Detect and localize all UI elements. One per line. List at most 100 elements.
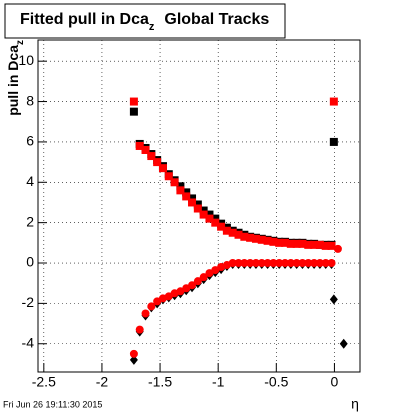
circle-marker bbox=[286, 259, 295, 268]
square-marker bbox=[286, 239, 295, 248]
title-suffix: Global Tracks bbox=[164, 11, 269, 28]
square-marker bbox=[234, 230, 243, 239]
square-marker bbox=[211, 218, 220, 227]
circle-marker bbox=[135, 325, 144, 334]
circle-marker bbox=[333, 244, 342, 253]
square-marker bbox=[269, 237, 278, 246]
square-marker bbox=[129, 97, 138, 106]
square-marker bbox=[199, 210, 208, 219]
footer-date: Fri Jun 26 19:11:30 2015 bbox=[3, 399, 102, 409]
square-marker bbox=[205, 210, 214, 219]
x-tick-label: -1.5 bbox=[148, 374, 172, 390]
x-axis-label: η bbox=[351, 396, 359, 412]
circle-marker bbox=[315, 259, 324, 268]
square-marker bbox=[182, 192, 191, 201]
circle-marker bbox=[240, 259, 249, 268]
square-marker bbox=[292, 239, 301, 248]
square-marker bbox=[188, 194, 197, 203]
square-marker bbox=[129, 107, 138, 116]
square-marker bbox=[141, 145, 150, 154]
square-marker bbox=[329, 97, 338, 106]
square-marker bbox=[315, 240, 324, 249]
circle-marker bbox=[129, 349, 138, 358]
square-marker bbox=[327, 241, 336, 250]
square-marker bbox=[176, 182, 185, 191]
circle-marker bbox=[193, 277, 202, 286]
y-tick-label: -4 bbox=[22, 334, 35, 350]
circle-marker bbox=[257, 259, 266, 268]
circle-marker bbox=[263, 259, 272, 268]
y-tick-label: 10 bbox=[18, 52, 34, 68]
circle-marker bbox=[147, 302, 156, 311]
circle-marker bbox=[275, 259, 284, 268]
circle-marker bbox=[310, 259, 319, 268]
square-marker bbox=[182, 188, 191, 197]
x-tick-label: 0 bbox=[331, 374, 339, 390]
square-marker bbox=[222, 226, 231, 235]
circle-marker bbox=[251, 259, 260, 268]
square-marker bbox=[158, 164, 167, 173]
x-tick-label: -0.5 bbox=[264, 374, 288, 390]
chart-title: Fitted pull in Dcaz Global Tracks bbox=[20, 11, 269, 33]
x-tick-label: -2 bbox=[96, 374, 109, 390]
circle-marker bbox=[199, 273, 208, 282]
circle-marker bbox=[246, 259, 255, 268]
circle-marker bbox=[292, 259, 301, 268]
title-subscript: z bbox=[149, 21, 155, 33]
square-marker bbox=[298, 239, 307, 248]
title-box bbox=[4, 3, 286, 39]
y-tick-label: 6 bbox=[26, 133, 34, 149]
y-tick-label: 8 bbox=[26, 92, 34, 108]
square-marker bbox=[310, 240, 319, 249]
square-marker bbox=[135, 141, 144, 150]
square-marker bbox=[321, 241, 330, 250]
diamond-marker bbox=[339, 338, 348, 349]
y-tick-label: -2 bbox=[22, 294, 35, 310]
square-marker bbox=[205, 214, 214, 223]
circle-marker bbox=[141, 309, 150, 318]
square-marker bbox=[188, 198, 197, 207]
square-marker bbox=[257, 235, 266, 244]
y-tick-label: 2 bbox=[26, 213, 34, 229]
plot-frame bbox=[37, 39, 361, 373]
square-marker bbox=[228, 228, 237, 237]
square-marker bbox=[153, 158, 162, 167]
diamond-marker bbox=[329, 294, 338, 305]
circle-marker bbox=[304, 259, 313, 268]
square-marker bbox=[246, 233, 255, 242]
circle-marker bbox=[188, 281, 197, 290]
square-marker bbox=[170, 178, 179, 187]
square-marker bbox=[240, 232, 249, 241]
square-marker bbox=[147, 152, 156, 161]
square-marker bbox=[304, 240, 313, 249]
square-marker bbox=[193, 200, 202, 209]
circle-marker bbox=[327, 259, 336, 268]
circle-marker bbox=[228, 259, 237, 268]
square-marker bbox=[176, 186, 185, 195]
diamond-marker bbox=[129, 354, 138, 365]
y-tick-label: 0 bbox=[26, 254, 34, 270]
circle-marker bbox=[281, 259, 290, 268]
circle-marker bbox=[234, 259, 243, 268]
y-tick-label: 4 bbox=[26, 173, 34, 189]
x-tick-label: -1 bbox=[212, 374, 225, 390]
square-marker bbox=[281, 238, 290, 247]
square-marker bbox=[329, 137, 338, 146]
square-marker bbox=[193, 204, 202, 213]
square-marker bbox=[211, 214, 220, 223]
x-tick-label: -2.5 bbox=[32, 374, 56, 390]
circle-marker bbox=[298, 259, 307, 268]
circle-marker bbox=[269, 259, 278, 268]
title-main: Fitted pull in Dca bbox=[20, 11, 149, 28]
y-axis-label: pull in Dcaz bbox=[5, 40, 26, 116]
square-marker bbox=[263, 236, 272, 245]
square-marker bbox=[275, 238, 284, 247]
square-marker bbox=[251, 234, 260, 243]
square-marker bbox=[217, 222, 226, 231]
square-marker bbox=[164, 172, 173, 181]
ylabel-main: pull in Dca bbox=[5, 45, 21, 116]
ylabel-subscript: z bbox=[15, 40, 26, 45]
square-marker bbox=[199, 206, 208, 215]
circle-marker bbox=[321, 259, 330, 268]
